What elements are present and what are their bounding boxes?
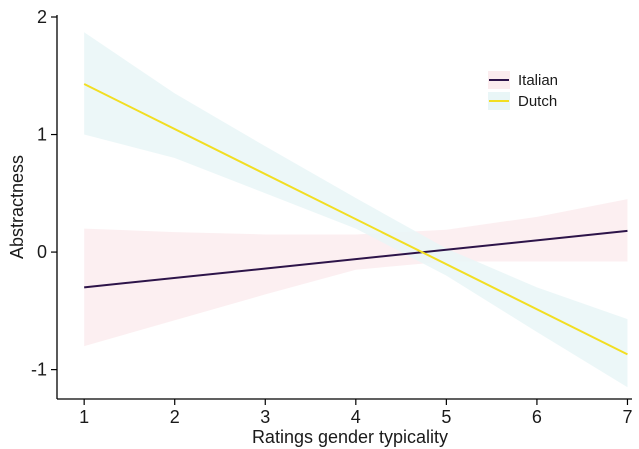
x-tick-label: 7 (622, 407, 632, 427)
x-tick-label: 6 (532, 407, 542, 427)
x-tick-label: 3 (260, 407, 270, 427)
x-axis-title: Ratings gender typicality (252, 427, 448, 447)
confidence-bands (84, 32, 628, 388)
band-dutch (84, 32, 628, 388)
y-tick-label: -1 (31, 360, 47, 380)
series-line-italian (84, 229, 628, 289)
y-axis-title: Abstractness (7, 155, 27, 259)
legend-label-dutch: Dutch (518, 93, 557, 110)
x-tick-label: 4 (351, 407, 361, 427)
legend: Italian Dutch (488, 71, 558, 110)
series-line-dutch (83, 83, 628, 356)
band-italian (84, 199, 628, 347)
axes: 1 2 3 4 5 6 7 -1 0 1 2 (31, 7, 632, 427)
series-lines (83, 83, 628, 356)
x-tick-label: 5 (441, 407, 451, 427)
x-tick-label: 1 (79, 407, 89, 427)
x-tick-label: 2 (170, 407, 180, 427)
y-tick-label: 2 (37, 7, 47, 27)
y-tick-label: 1 (37, 125, 47, 145)
y-tick-label: 0 (37, 242, 47, 262)
legend-label-italian: Italian (518, 72, 558, 89)
